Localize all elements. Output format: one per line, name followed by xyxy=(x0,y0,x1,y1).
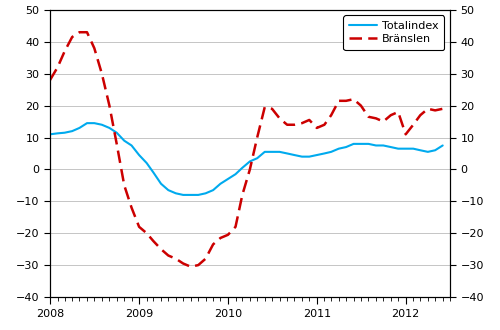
Legend: Totalindex, Bränslen: Totalindex, Bränslen xyxy=(344,16,444,50)
